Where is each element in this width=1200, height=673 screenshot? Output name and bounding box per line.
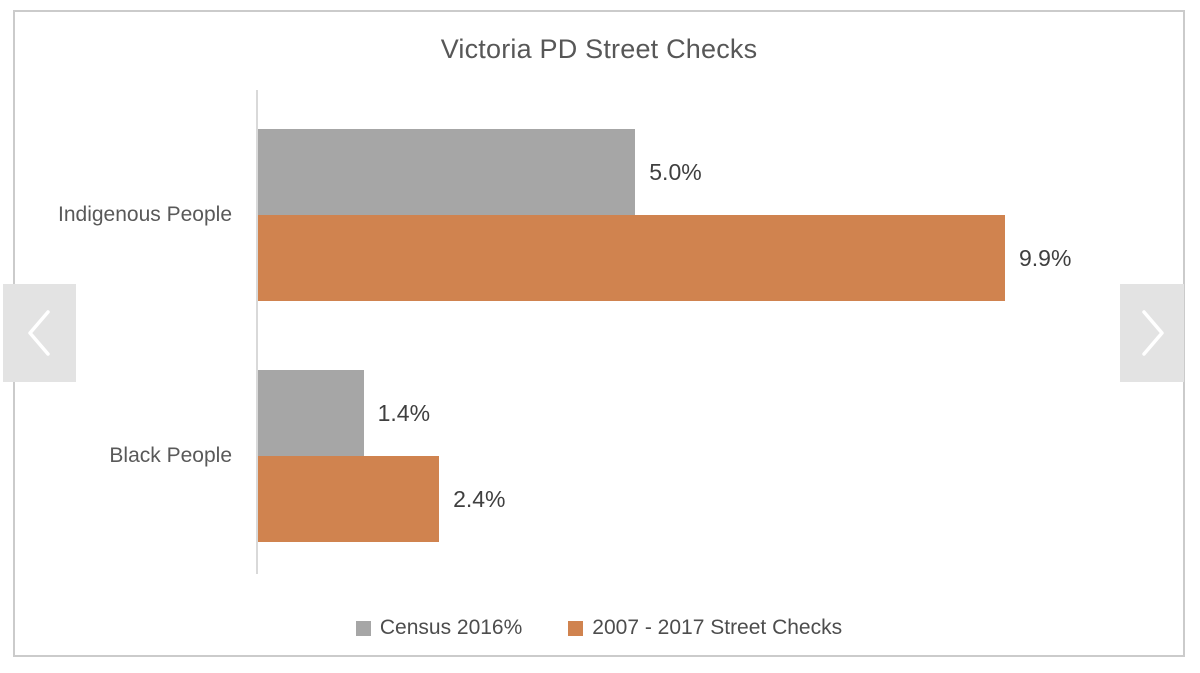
category-group-indigenous: Indigenous People 5.0% 9.9% (15, 129, 1183, 301)
data-label-streetchecks-black: 2.4% (453, 485, 506, 512)
bar-streetchecks-black (258, 456, 440, 542)
legend-label-streetchecks: 2007 - 2017 Street Checks (592, 616, 843, 639)
category-label-black: Black People (109, 444, 232, 467)
legend-item-census: Census 2016% (355, 616, 523, 640)
y-axis-line (256, 90, 258, 574)
data-label-census-black: 1.4% (377, 399, 431, 426)
legend-swatch-streetchecks-icon (568, 620, 584, 636)
bar-row: 9.9% (258, 215, 1088, 301)
chevron-right-icon (1135, 304, 1169, 362)
carousel-prev-button[interactable] (3, 284, 76, 382)
chart-title: Victoria PD Street Checks (440, 34, 758, 64)
category-label-indigenous: Indigenous People (58, 203, 232, 226)
category-group-black: Black People 1.4% 2.4% (15, 370, 1183, 542)
bar-row: 2.4% (258, 456, 1088, 542)
legend-swatch-census-icon (355, 620, 371, 636)
bar-set-indigenous: 5.0% 9.9% (258, 129, 1088, 301)
bar-row: 5.0% (258, 129, 1088, 215)
chart-card: Victoria PD Street Checks Indigenous Peo… (13, 10, 1185, 657)
bar-census-indigenous (258, 129, 636, 215)
legend-item-streetchecks: 2007 - 2017 Street Checks (568, 616, 842, 640)
bar-census-black (258, 370, 364, 456)
bar-row: 1.4% (258, 370, 1088, 456)
bar-set-black: 1.4% 2.4% (258, 370, 1088, 542)
bar-streetchecks-indigenous (258, 215, 1005, 301)
chart-legend: Census 2016% 2007 - 2017 Street Checks (15, 612, 1183, 644)
chevron-left-icon (23, 304, 57, 362)
data-label-census-indigenous: 5.0% (649, 158, 702, 185)
data-label-streetchecks-indigenous: 9.9% (1019, 244, 1072, 271)
carousel-next-button[interactable] (1120, 284, 1184, 382)
legend-label-census: Census 2016% (379, 616, 523, 639)
